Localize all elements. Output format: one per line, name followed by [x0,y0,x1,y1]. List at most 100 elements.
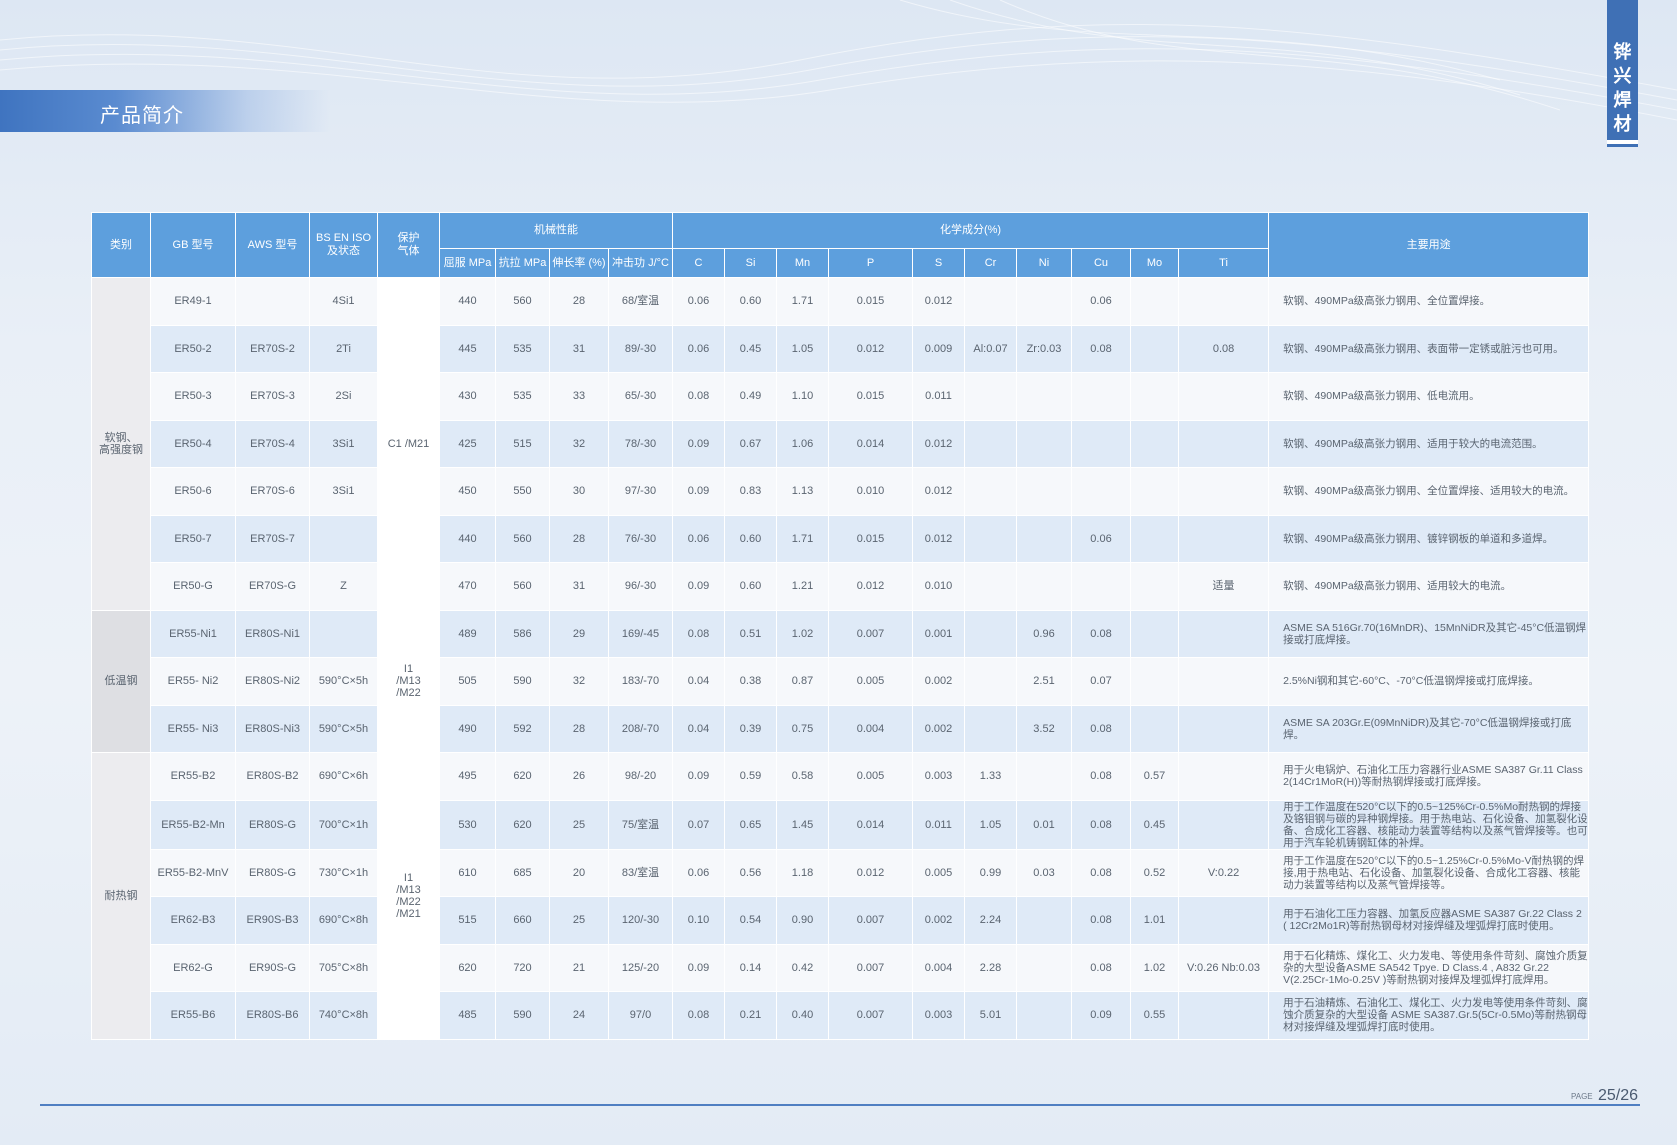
data-cell-gb: ER62-G [150,943,236,992]
data-cell-yield: 440 [439,277,496,326]
data-cell-tensile: 515 [495,419,550,468]
data-cell-ti [1177,419,1270,468]
section-title-band [0,90,330,132]
sub-header-cell: Mn [776,248,829,278]
usage-cell: 用于石油化工压力容器、加氢反应器ASME SA387 Gr.22 Class 2… [1268,896,1590,945]
data-cell-mn: 1.71 [776,514,829,563]
data-cell-tensile: 620 [495,752,550,801]
usage-cell: 用于石化精炼、煤化工、火力发电、等使用条件苛刻、腐蚀介质复杂的大型设备ASME … [1268,943,1590,992]
data-cell-ni: 0.96 [1016,609,1072,658]
data-cell-si: 0.60 [724,277,777,326]
data-cell-elong: 30 [549,467,609,516]
data-cell-aws: ER80S-B6 [235,991,310,1040]
data-cell-cu: 0.08 [1071,848,1131,897]
data-cell-cr [964,562,1017,611]
data-cell-si: 0.59 [724,752,777,801]
data-cell-p: 0.004 [828,704,913,753]
data-cell-mo [1130,657,1179,706]
sub-header-cell: Si [724,248,777,278]
data-cell-mn: 0.90 [776,896,829,945]
data-cell-ti: 0.08 [1177,324,1270,373]
data-cell-aws: ER80S-G [235,799,310,850]
table-row: ER50-2 ER70S-2 2Ti 445 535 31 89/-30 0.06 0.45 1.… [92,324,1590,373]
data-cell-bs: 705°C×8h [309,943,378,992]
data-cell-impact: 169/-45 [608,609,673,658]
table-row: ER50-6 ER70S-6 3Si1 450 550 30 97/-30 0.09 0.83 1… [92,467,1590,516]
data-cell-s: 0.001 [912,609,965,658]
data-cell-ni [1016,991,1072,1040]
data-cell-mn: 0.87 [776,657,829,706]
data-cell-p: 0.014 [828,799,913,850]
page-label: PAGE [1571,1092,1593,1101]
data-cell-tensile: 535 [495,324,550,373]
data-cell-bs: 2Ti [309,324,378,373]
header-usage: 主要用途 [1268,212,1590,278]
data-cell-aws: ER80S-G [235,848,310,897]
data-cell-c: 0.09 [672,562,725,611]
usage-cell: 软钢、490MPa级高张力钢用、全位置焊接。 [1268,277,1590,326]
category-cell: 低温钢 [91,609,151,753]
header-mechanical-group: 机械性能 [439,212,673,249]
usage-cell: 软钢、490MPa级高张力钢用、适用较大的电流。 [1268,562,1590,611]
data-cell-tensile: 560 [495,277,550,326]
data-cell-ni: Zr:0.03 [1016,324,1072,373]
data-cell-si: 0.60 [724,562,777,611]
page-number: 25/26 [1598,1087,1639,1104]
data-cell-cu: 0.08 [1071,752,1131,801]
data-cell-ti [1177,514,1270,563]
data-cell-cu [1071,372,1131,421]
data-cell-mn: 1.05 [776,324,829,373]
data-cell-bs: Z [309,562,378,611]
data-cell-ti [1177,896,1270,945]
data-cell-tensile: 590 [495,657,550,706]
sub-header-cell: Ni [1016,248,1072,278]
data-cell-mo: 0.57 [1130,752,1179,801]
data-cell-cu: 0.08 [1071,609,1131,658]
data-cell-mo: 0.45 [1130,799,1179,850]
data-cell-impact: 208/-70 [608,704,673,753]
data-cell-c: 0.06 [672,324,725,373]
data-cell-c: 0.09 [672,467,725,516]
data-cell-tensile: 620 [495,799,550,850]
data-cell-ni [1016,277,1072,326]
data-cell-aws: ER90S-G [235,943,310,992]
data-cell-mo [1130,704,1179,753]
data-cell-s: 0.002 [912,896,965,945]
data-cell-c: 0.04 [672,657,725,706]
data-cell-yield: 445 [439,324,496,373]
data-cell-mn: 1.71 [776,277,829,326]
data-cell-p: 0.007 [828,991,913,1040]
header-chemical-group: 化学成分(%) [671,212,1270,249]
data-cell-elong: 28 [549,704,609,753]
data-cell-aws: ER80S-Ni1 [235,609,310,658]
data-cell-bs: 590°C×5h [309,704,378,753]
data-cell-ti: V:0.22 [1177,848,1270,897]
table-row: 软钢、 高强度钢 ER49-1 4Si1 C1 /M21 440 560 28 68/室温 0.0… [91,277,1590,611]
data-cell-s: 0.004 [912,943,965,992]
sub-header-cell: S [912,248,965,278]
data-cell-s: 0.011 [912,372,965,421]
data-cell-s: 0.012 [912,419,965,468]
data-cell-cr [964,419,1017,468]
table-row: ER50-4 ER70S-4 3Si1 425 515 32 78/-30 0.09 0.67 1… [92,419,1590,468]
data-cell-ni [1016,896,1072,945]
data-cell-yield: 515 [439,896,496,945]
data-cell-yield: 440 [439,514,496,563]
data-cell-impact: 89/-30 [608,324,673,373]
table-row: 低温钢 ER55-Ni1 ER80S-Ni1 I1 /M13 /M22 489 586 29… [91,609,1590,753]
data-cell-ti [1177,277,1270,326]
data-cell-tensile: 560 [495,562,550,611]
data-cell-impact: 183/-70 [608,657,673,706]
table-row: ER55- Ni3 ER80S-Ni3 590°C×5h 490 592 28 208/-7… [92,704,1590,753]
data-cell-cu: 0.06 [1071,277,1131,326]
data-cell-p: 0.012 [828,848,913,897]
usage-cell: 软钢、490MPa级高张力钢用、镀锌钢板的单道和多道焊。 [1268,514,1590,563]
data-cell-cu: 0.07 [1071,657,1131,706]
data-cell-cu: 0.08 [1071,324,1131,373]
data-cell-s: 0.010 [912,562,965,611]
data-cell-c: 0.09 [672,752,725,801]
data-cell-impact: 83/室温 [608,848,673,897]
data-cell-p: 0.005 [828,752,913,801]
data-cell-elong: 28 [549,277,609,326]
data-cell-cr [964,277,1017,326]
